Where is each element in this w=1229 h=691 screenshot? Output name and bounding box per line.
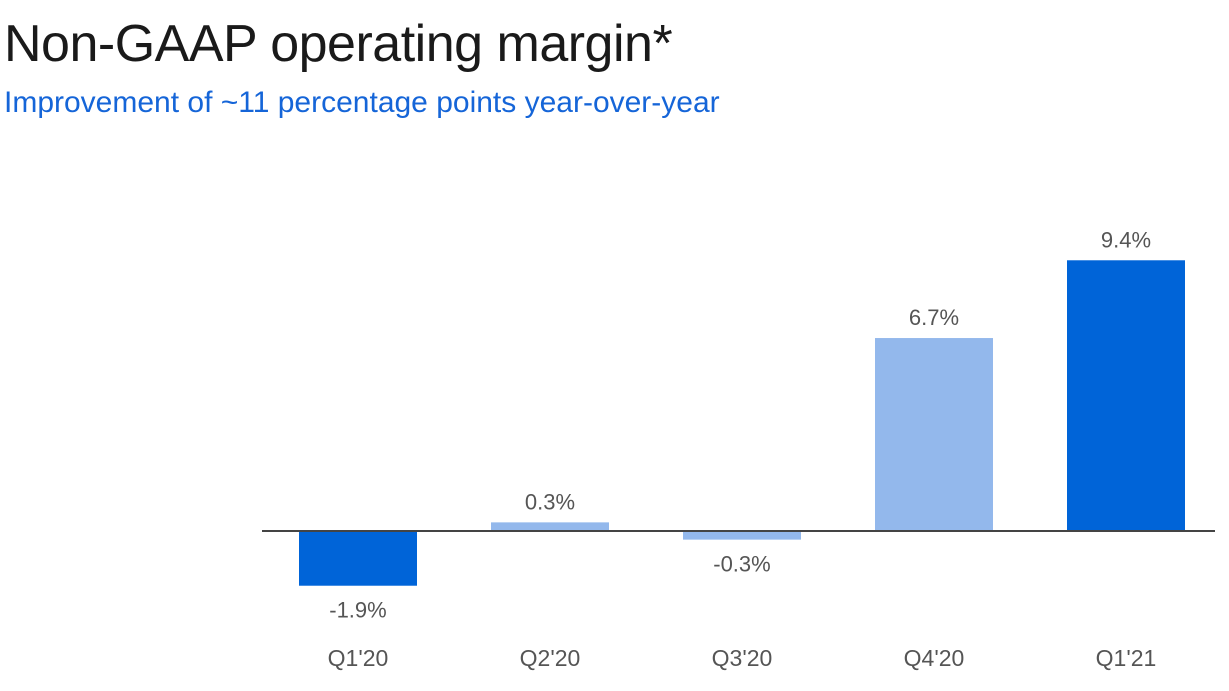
bar-q2-20 bbox=[491, 522, 609, 531]
value-label-q3-20: -0.3% bbox=[713, 552, 770, 577]
chart-title: Non-GAAP operating margin* bbox=[4, 15, 673, 73]
value-label-q1-21: 9.4% bbox=[1101, 227, 1151, 252]
chart-subtitle: Improvement of ~11 percentage points yea… bbox=[4, 86, 720, 119]
category-labels-group: Q1'20 Q2'20 Q3'20 Q4'20 Q1'21 bbox=[328, 645, 1157, 671]
value-label-q2-20: 0.3% bbox=[525, 489, 575, 514]
bar-q3-20 bbox=[683, 531, 801, 540]
bar-q1-20 bbox=[299, 531, 417, 586]
value-labels-group: -1.9% 0.3% -0.3% 6.7% 9.4% bbox=[329, 227, 1151, 622]
category-label-q4-20: Q4'20 bbox=[904, 645, 965, 671]
value-label-q1-20: -1.9% bbox=[329, 598, 386, 623]
category-label-q2-20: Q2'20 bbox=[520, 645, 581, 671]
bar-q4-20 bbox=[875, 338, 993, 531]
value-label-q4-20: 6.7% bbox=[909, 305, 959, 330]
bar-q1-21 bbox=[1067, 260, 1185, 531]
category-label-q3-20: Q3'20 bbox=[712, 645, 773, 671]
bars-group bbox=[299, 260, 1185, 586]
category-label-q1-20: Q1'20 bbox=[328, 645, 389, 671]
category-label-q1-21: Q1'21 bbox=[1096, 645, 1157, 671]
